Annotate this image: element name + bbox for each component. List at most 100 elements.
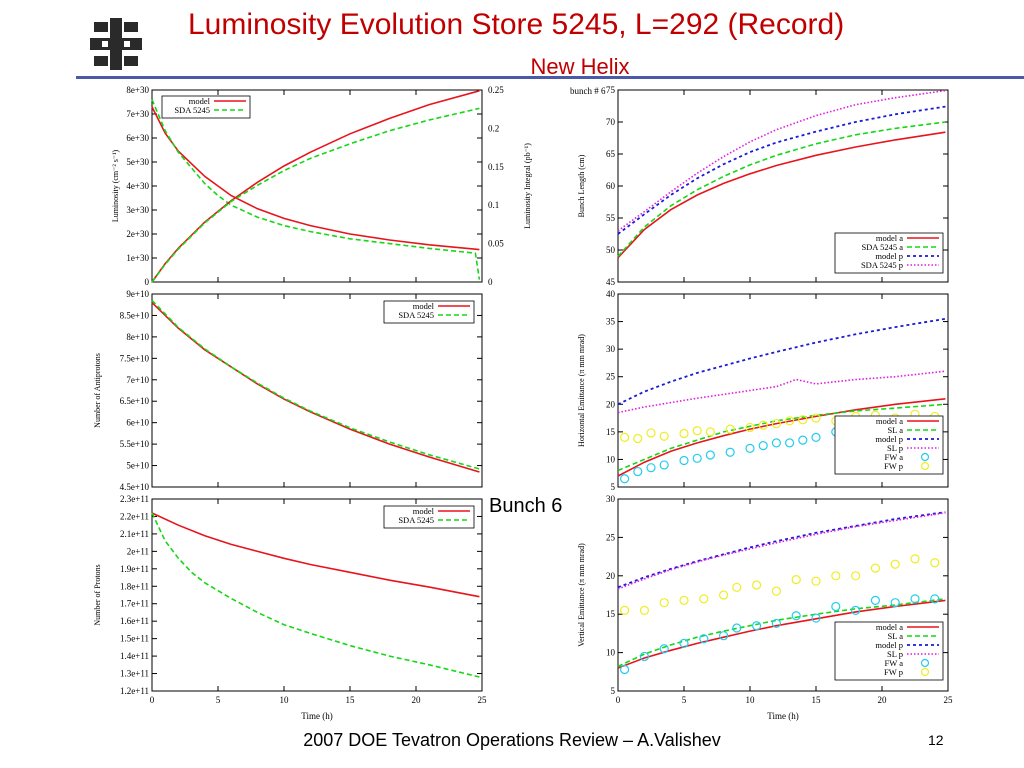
vertical-emittance-ytick-label: 30 [606, 494, 616, 504]
bunch-length-legend-label: model p [875, 251, 903, 261]
horizontal-emittance-point-fw-a [646, 463, 656, 473]
protons-ytick-label: 1.4e+11 [120, 651, 149, 661]
horizontal-emittance-legend-label: model a [876, 416, 903, 426]
luminosity-ytick-label: 1e+30 [126, 253, 149, 263]
vertical-emittance-point-fw-a [811, 613, 821, 623]
luminosity-ytick-label: 5e+30 [126, 157, 149, 167]
horizontal-emittance-ytick-label: 40 [606, 289, 616, 299]
horizontal-emittance-legend-swatch [920, 461, 930, 471]
antiprotons-ytick-label: 8e+10 [126, 332, 149, 342]
luminosity-y2-axis-label: Luminosity Integral (pb⁻¹) [523, 143, 532, 229]
horizontal-emittance-ytick-label: 35 [606, 317, 616, 327]
horizontal-emittance-point-fw-p [798, 415, 808, 425]
horizontal-emittance-ytick-label: 25 [606, 372, 616, 382]
horizontal-emittance-point-fw-a [798, 435, 808, 445]
vertical-emittance-y-axis-label: Vertical Emittance (π mm mrad) [577, 543, 586, 647]
vertical-emittance-point-fw-a [751, 621, 762, 631]
horizontal-emittance-point-fw-p [633, 433, 643, 444]
bunch-length-legend-label: model a [876, 233, 903, 243]
antiprotons-y-axis-label: Number of Antiprotons [93, 353, 102, 428]
luminosity-ytick-label: 3e+30 [126, 205, 149, 215]
vertical-emittance-point-fw-p [910, 554, 920, 564]
antiprotons-ytick-label: 6e+10 [126, 418, 149, 428]
luminosity-y2tick-label: 0.1 [488, 200, 499, 210]
vertical-emittance-point-fw-a [791, 611, 801, 621]
vertical-emittance-point-fw-a [771, 618, 782, 629]
vertical-emittance-point-fw-a [718, 631, 729, 641]
protons-xtick-label: 25 [478, 695, 488, 705]
horizontal-emittance-point-fw-p [745, 422, 755, 433]
horizontal-emittance-point-fw-p [705, 427, 716, 437]
vertical-emittance-series-model-a [617, 599, 946, 669]
antiprotons-ytick-label: 7.5e+10 [120, 353, 150, 363]
horizontal-emittance-legend-label: SL p [887, 443, 903, 453]
bunch-length-ytick-label: 50 [606, 245, 616, 255]
protons-legend-label: SDA 5245 [398, 515, 434, 525]
vertical-emittance-ytick-label: 5 [611, 686, 616, 696]
horizontal-emittance-point-fw-p [679, 428, 689, 439]
vertical-emittance-xtick-label: 0 [616, 695, 621, 705]
vertical-emittance-point-fw-p [619, 605, 630, 615]
luminosity-series-sda-5245 [151, 99, 481, 280]
vertical-emittance-point-fw-a [870, 595, 881, 605]
vertical-emittance-point-fw-a [619, 664, 630, 675]
antiprotons-ytick-label: 9e+10 [126, 289, 149, 299]
antiprotons-ytick-label: 8.5e+10 [120, 310, 150, 320]
antiprotons-ytick-label: 4.5e+10 [120, 482, 150, 492]
bunch-length-ytick-label: 75 [606, 85, 616, 95]
horizontal-emittance-point-fw-a [679, 455, 689, 466]
vertical-emittance-point-fw-p [771, 586, 782, 596]
protons-series-model [151, 512, 480, 598]
luminosity-ytick-label: 0 [145, 277, 150, 287]
vertical-emittance-point-fw-a [659, 644, 669, 654]
vertical-emittance-point-fw-p [679, 595, 689, 605]
luminosity-ytick-label: 2e+30 [126, 229, 149, 239]
vertical-emittance-ytick-label: 10 [606, 648, 616, 658]
antiprotons-ytick-label: 6.5e+10 [120, 396, 150, 406]
vertical-emittance-point-fw-a [699, 634, 709, 644]
bunch-length-series-sda-5245-p [617, 89, 946, 232]
vertical-emittance-xtick-label: 20 [878, 695, 888, 705]
horizontal-emittance-plot-frame [617, 293, 949, 488]
vertical-emittance-plot-frame [617, 498, 949, 692]
horizontal-emittance-point-fw-p [771, 418, 782, 429]
bunch-length-legend-label: SDA 5245 a [861, 242, 903, 252]
vertical-emittance-point-fw-p [732, 582, 742, 592]
horizontal-emittance-ytick-label: 15 [606, 427, 616, 437]
luminosity-ytick-label: 8e+30 [126, 85, 149, 95]
vertical-emittance-legend-label: model p [875, 640, 903, 650]
bunch-label: Bunch 6 [489, 495, 563, 517]
horizontal-emittance-ytick-label: 5 [611, 482, 616, 492]
protons-ytick-label: 1.8e+11 [120, 581, 149, 591]
horizontal-emittance-point-fw-a [633, 466, 643, 477]
protons-ytick-label: 2.2e+11 [120, 511, 149, 521]
horizontal-emittance-legend-label: FW a [885, 452, 904, 462]
protons-plot-frame [151, 498, 483, 692]
antiprotons-ytick-label: 7e+10 [126, 375, 149, 385]
horizontal-emittance-legend-label: model p [875, 434, 903, 444]
vertical-emittance-ytick-label: 20 [606, 571, 616, 581]
luminosity-y2tick-label: 0.05 [488, 239, 504, 249]
bunch-length-ytick-label: 55 [606, 213, 616, 223]
protons-xtick-label: 20 [412, 695, 422, 705]
vertical-emittance-point-fw-p [850, 571, 861, 581]
page-title: Luminosity Evolution Store 5245, L=292 (… [188, 8, 845, 41]
vertical-emittance-xtick-label: 15 [812, 695, 822, 705]
horizontal-emittance-point-fw-p [692, 426, 702, 436]
luminosity-series-model [151, 90, 480, 283]
vertical-emittance-legend-label: FW a [885, 658, 904, 668]
vertical-emittance-xtick-label: 10 [746, 695, 756, 705]
antiprotons-series-model [151, 302, 480, 473]
protons-ytick-label: 1.7e+11 [120, 599, 149, 609]
protons-ytick-label: 2.3e+11 [120, 494, 149, 504]
luminosity-legend-label: SDA 5245 [174, 105, 210, 115]
horizontal-emittance-point-fw-a [811, 432, 821, 442]
bunch-length-series-model-a [617, 131, 946, 259]
page-number: 12 [928, 732, 944, 748]
vertical-emittance-point-fw-p [811, 576, 821, 586]
luminosity-y2tick-label: 0 [488, 277, 493, 287]
vertical-emittance-point-fw-p [930, 558, 940, 568]
antiprotons-legend-label: model [413, 301, 435, 311]
protons-ytick-label: 1.9e+11 [120, 564, 149, 574]
luminosity-ytick-label: 6e+30 [126, 133, 149, 143]
